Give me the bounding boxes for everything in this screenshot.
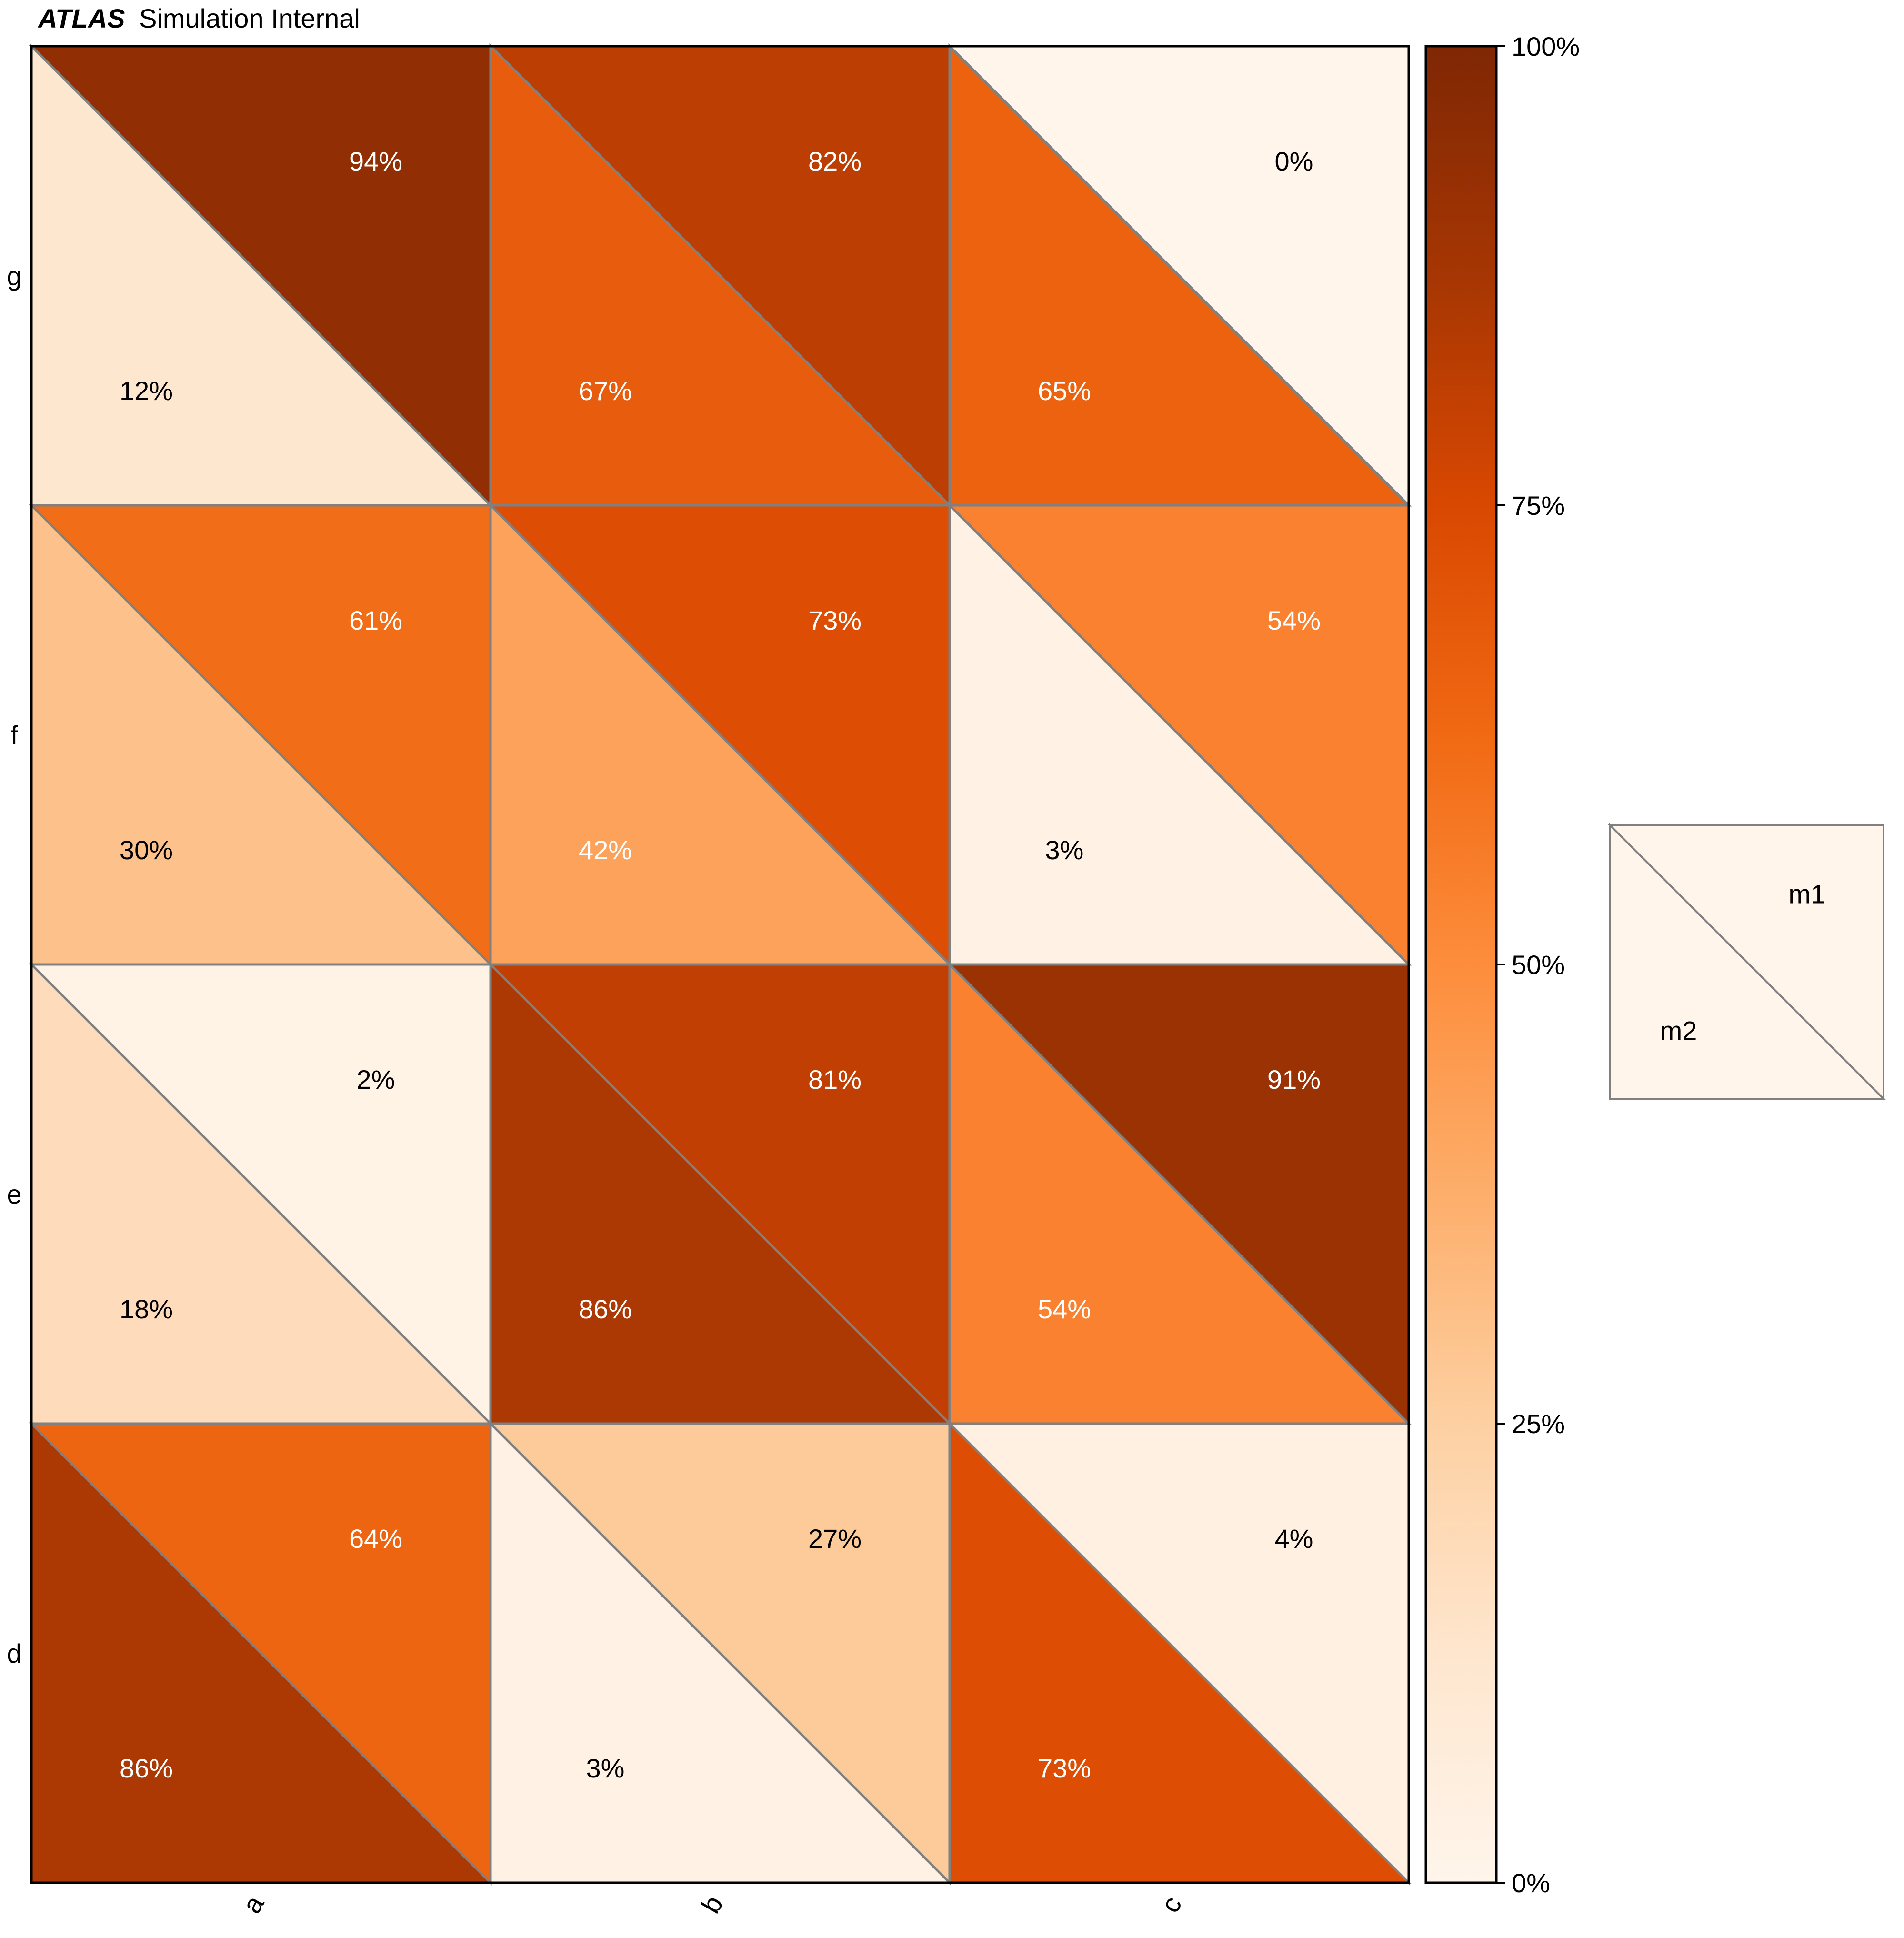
x-tick-label: b <box>695 1890 729 1918</box>
cell-upper-label: 81% <box>808 1064 862 1095</box>
heatmap-cell: 91% 54% <box>946 961 1412 1427</box>
legend: m1 m2 <box>1608 823 1886 1101</box>
cell-lower-triangle <box>489 502 953 966</box>
legend-upper-label: m1 <box>1788 879 1825 909</box>
cell-upper-label: 27% <box>808 1524 862 1554</box>
colorbar-tick-label: 50% <box>1512 950 1565 980</box>
colorbar: 0% 25% 50% 75% 100% <box>1424 31 1580 1898</box>
y-tick-label: e <box>7 1179 21 1209</box>
cell-lower-triangle <box>948 43 1412 507</box>
cell-upper-label: 82% <box>808 146 862 176</box>
heatmap-cell: 73% 42% <box>487 502 953 968</box>
cell-lower-triangle <box>489 43 953 507</box>
colorbar-gradient <box>1424 45 1498 1884</box>
x-tick-label: c <box>1155 1891 1188 1918</box>
cell-lower-label: 3% <box>586 1753 625 1783</box>
colorbar-tick-label: 75% <box>1512 491 1565 521</box>
cell-upper-label: 73% <box>808 605 862 635</box>
cell-upper-label: 94% <box>349 146 402 176</box>
cell-lower-label: 86% <box>579 1294 632 1324</box>
cell-upper-label: 2% <box>357 1064 395 1095</box>
cell-upper-label: 61% <box>349 605 402 635</box>
heatmap-cells: 64% 86% 27% 3% 4% 73% 2% 18% 81% 86% 91% 54% 61% 30% 7… <box>28 43 1412 1886</box>
cell-lower-label: 3% <box>1045 835 1084 865</box>
atlas-label: ATLAS Simulation Internal <box>37 3 360 33</box>
cell-lower-label: 42% <box>579 835 632 865</box>
cell-upper-label: 64% <box>349 1524 402 1554</box>
cell-lower-label: 12% <box>120 376 173 406</box>
heatmap-cell: 82% 67% <box>487 43 953 509</box>
chart-header: ATLAS Simulation Internal <box>37 3 360 33</box>
cell-lower-label: 86% <box>120 1753 173 1783</box>
colorbar-tick-label: 0% <box>1512 1868 1550 1898</box>
heatmap-cell: 64% 86% <box>28 1420 494 1886</box>
colorbar-tick-label: 25% <box>1512 1409 1565 1439</box>
cell-lower-triangle <box>948 961 1412 1425</box>
plot-frame <box>30 45 1410 1884</box>
y-tick-label: f <box>10 720 18 750</box>
heatmap-cell: 27% 3% <box>487 1420 953 1886</box>
heatmap-cell: 61% 30% <box>28 502 494 968</box>
colorbar-tick-label: 100% <box>1512 31 1580 61</box>
cell-upper-label: 0% <box>1275 146 1313 176</box>
x-tick-label: a <box>236 1890 270 1918</box>
cell-lower-label: 54% <box>1038 1294 1091 1324</box>
cell-upper-label: 54% <box>1267 605 1321 635</box>
y-tick-label: d <box>7 1638 21 1668</box>
cell-lower-triangle <box>948 502 1412 966</box>
cell-lower-label: 65% <box>1038 376 1091 406</box>
heatmap-cell: 4% 73% <box>946 1420 1412 1886</box>
heatmap-cell: 81% 86% <box>487 961 953 1427</box>
cell-lower-label: 18% <box>120 1294 173 1324</box>
atlas-experiment: ATLAS <box>37 3 125 33</box>
heatmap-cell: 2% 18% <box>28 961 494 1427</box>
atlas-status: Simulation Internal <box>139 3 360 33</box>
y-tick-label: g <box>7 261 21 291</box>
cell-lower-label: 73% <box>1038 1753 1091 1783</box>
heatmap-cell: 0% 65% <box>946 43 1412 509</box>
legend-lower-triangle <box>1609 823 1886 1100</box>
cell-upper-label: 4% <box>1275 1524 1313 1554</box>
heatmap-cell: 54% 3% <box>946 502 1412 968</box>
cell-lower-label: 67% <box>579 376 632 406</box>
cell-lower-triangle <box>489 961 953 1425</box>
heatmap-cell: 94% 12% <box>28 43 494 509</box>
cell-upper-label: 91% <box>1267 1064 1321 1095</box>
cell-lower-label: 30% <box>120 835 173 865</box>
legend-lower-label: m2 <box>1660 1016 1697 1046</box>
